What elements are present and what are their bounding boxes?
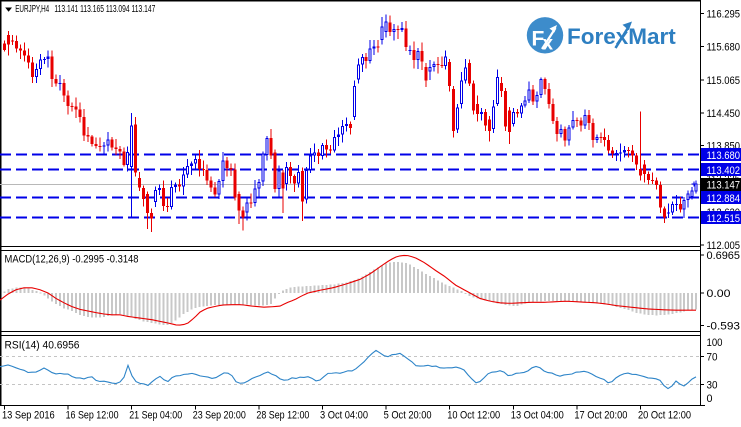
svg-text:115.680: 115.680 <box>707 42 741 54</box>
svg-text:5 Oct 20:00: 5 Oct 20:00 <box>384 410 432 422</box>
svg-text:116.295: 116.295 <box>707 8 741 20</box>
svg-text:112.884: 112.884 <box>707 193 741 205</box>
svg-text:28 Sep 12:00: 28 Sep 12:00 <box>256 410 309 422</box>
svg-text:115.065: 115.065 <box>707 75 741 87</box>
svg-text:0: 0 <box>707 393 713 405</box>
svg-text:70: 70 <box>707 352 718 364</box>
svg-text:3 Oct 04:00: 3 Oct 04:00 <box>320 410 368 422</box>
svg-text:16 Sep 12:00: 16 Sep 12:00 <box>66 410 119 422</box>
svg-text:EURJPY,H4: EURJPY,H4 <box>15 4 49 15</box>
svg-text:114.450: 114.450 <box>707 108 741 120</box>
svg-text:112.515: 112.515 <box>707 213 741 225</box>
svg-text:100: 100 <box>707 337 723 349</box>
svg-text:F: F <box>532 28 545 51</box>
svg-text:112.005: 112.005 <box>707 240 741 252</box>
svg-text:13 Oct 04:00: 13 Oct 04:00 <box>511 410 564 422</box>
svg-text:0.00: 0.00 <box>707 288 731 300</box>
svg-text:x: x <box>543 34 554 55</box>
svg-text:-0.593: -0.593 <box>707 320 741 332</box>
svg-text:113.680: 113.680 <box>707 150 741 162</box>
svg-text:113.147: 113.147 <box>707 180 741 192</box>
svg-text:RSI(14) 40.6956: RSI(14) 40.6956 <box>5 340 80 352</box>
svg-text:10 Oct 12:00: 10 Oct 12:00 <box>447 410 500 422</box>
svg-text:23 Sep 20:00: 23 Sep 20:00 <box>193 410 246 422</box>
svg-text:MACD(12,26,9) -0.2995 -0.3148: MACD(12,26,9) -0.2995 -0.3148 <box>5 254 139 266</box>
svg-text:113.141 113.165 113.094 113.14: 113.141 113.165 113.094 113.147 <box>54 4 155 15</box>
svg-text:0.6965: 0.6965 <box>707 250 741 262</box>
svg-text:20 Oct 12:00: 20 Oct 12:00 <box>638 410 691 422</box>
svg-text:13 Sep 2016: 13 Sep 2016 <box>2 410 55 422</box>
svg-text:17 Oct 20:00: 17 Oct 20:00 <box>574 410 627 422</box>
svg-text:30: 30 <box>707 379 718 391</box>
svg-text:113.402: 113.402 <box>707 165 741 177</box>
svg-text:21 Sep 04:00: 21 Sep 04:00 <box>129 410 182 422</box>
